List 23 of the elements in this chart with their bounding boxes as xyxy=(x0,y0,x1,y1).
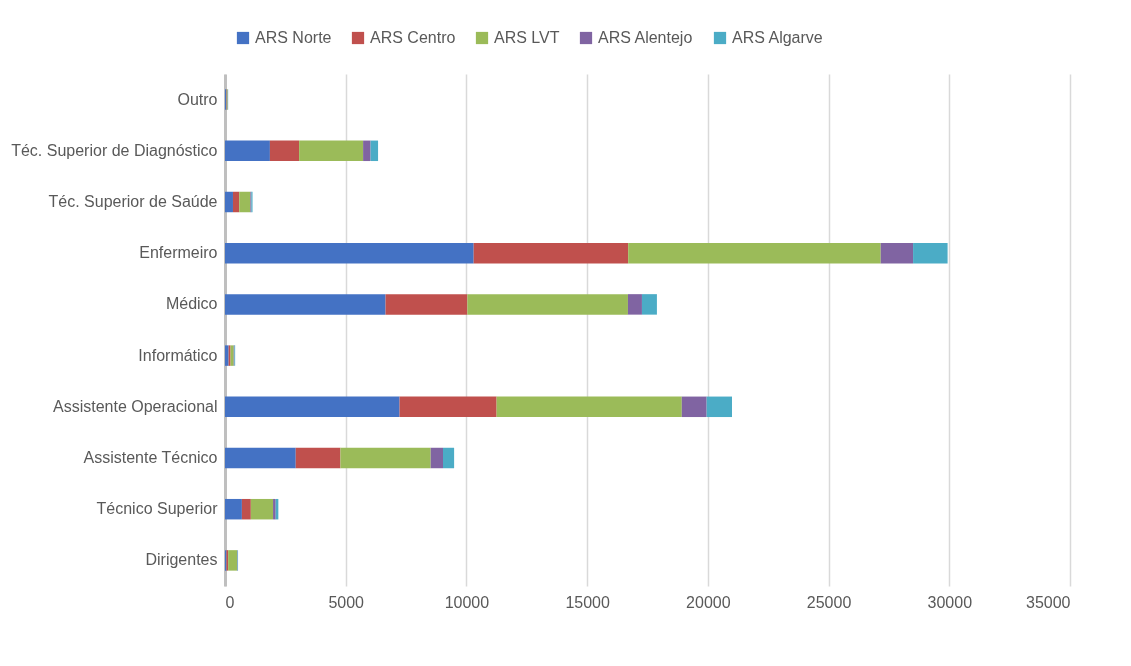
x-tick-label: 25000 xyxy=(806,593,852,611)
y-tick-label: Téc. Superior de Saúde xyxy=(48,193,218,210)
x-tick-label: 30000 xyxy=(927,593,973,611)
x-tick-label: 5000 xyxy=(328,593,365,611)
x-tick-label: 35000 xyxy=(1026,593,1071,611)
y-tick-label: Dirigentes xyxy=(145,551,218,569)
legend-label: ARS Algarve xyxy=(732,29,823,46)
x-tick-label: 0 xyxy=(225,593,235,611)
x-tick-label: 20000 xyxy=(686,593,731,611)
legend-label: ARS Alentejo xyxy=(598,29,693,46)
x-tick-label: 15000 xyxy=(565,593,610,611)
y-tick-label: Enfermeiro xyxy=(139,244,218,262)
legend-label: ARS Centro xyxy=(370,29,456,46)
y-tick-label: Médico xyxy=(165,295,218,313)
y-tick-label: Assistente Operacional xyxy=(52,397,218,415)
y-tick-label: Outro xyxy=(177,90,218,108)
legend-label: ARS LVT xyxy=(494,29,560,46)
y-tick-label: Téc. Superior de Diagnóstico xyxy=(11,141,218,159)
legend-label: ARS Norte xyxy=(255,29,332,46)
y-tick-label: Assistente Técnico xyxy=(83,449,218,466)
y-tick-label: Técnico Superior xyxy=(96,500,219,518)
x-tick-label: 10000 xyxy=(444,593,490,611)
y-tick-label: Informático xyxy=(138,346,218,364)
